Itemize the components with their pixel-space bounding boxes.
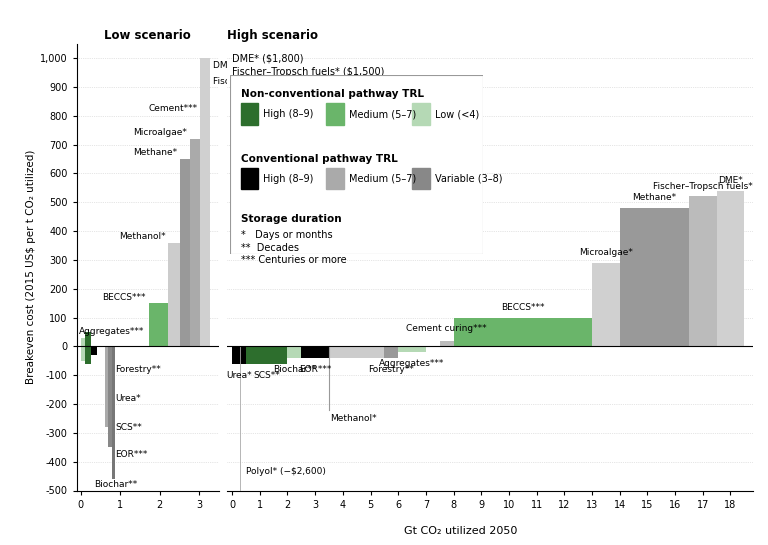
Bar	[689, 196, 717, 346]
Text: Forestry**: Forestry**	[369, 365, 414, 374]
Text: Gt CO₂ utilized 2050: Gt CO₂ utilized 2050	[404, 526, 518, 536]
Text: Methanol*: Methanol*	[330, 414, 377, 423]
Bar	[85, 332, 91, 346]
Bar	[149, 303, 168, 346]
Y-axis label: Breakeven cost (2015 US$ per t CO₂ utilized): Breakeven cost (2015 US$ per t CO₂ utili…	[26, 150, 36, 384]
Bar	[240, 168, 258, 189]
Bar	[412, 168, 430, 189]
Text: Microalgae*: Microalgae*	[134, 128, 187, 137]
Bar	[91, 346, 97, 355]
Bar	[105, 346, 108, 427]
Bar	[717, 191, 744, 346]
Text: DME* ($1,800): DME* ($1,800)	[213, 60, 279, 70]
Text: Fischer–Tropsch fuels* ($1,500): Fischer–Tropsch fuels* ($1,500)	[213, 77, 354, 86]
Text: Cement curing***: Cement curing***	[406, 324, 487, 334]
Text: EOR***: EOR***	[115, 450, 148, 459]
Text: Microalgae*: Microalgae*	[579, 248, 633, 257]
Text: Cement***: Cement***	[148, 104, 197, 113]
Bar	[240, 104, 258, 125]
Bar	[108, 346, 111, 447]
Bar	[168, 243, 180, 346]
Text: Non-conventional pathway TRL: Non-conventional pathway TRL	[240, 89, 423, 99]
Bar	[326, 104, 344, 125]
FancyBboxPatch shape	[230, 75, 483, 253]
Text: Biochar**: Biochar**	[94, 480, 137, 489]
Text: High scenario: High scenario	[227, 29, 317, 43]
Text: DME* ($1,800): DME* ($1,800)	[232, 53, 303, 63]
Text: SCS**: SCS**	[115, 423, 142, 432]
Bar	[111, 346, 114, 479]
Text: Aggregates***: Aggregates***	[379, 359, 445, 368]
Text: Fischer–Tropsch fuels*: Fischer–Tropsch fuels*	[653, 181, 753, 191]
Text: EOR***: EOR***	[299, 365, 331, 374]
Bar	[412, 104, 430, 125]
Text: Forestry**: Forestry**	[115, 365, 161, 374]
Text: BECCS***: BECCS***	[501, 302, 545, 312]
Bar	[399, 346, 426, 352]
Text: Methanol*: Methanol*	[119, 232, 166, 241]
Text: Methane*: Methane*	[134, 148, 177, 158]
Bar	[232, 346, 246, 364]
Text: Urea*: Urea*	[227, 371, 252, 380]
Bar	[592, 263, 620, 346]
Text: Fischer–Tropsch fuels* ($1,500): Fischer–Tropsch fuels* ($1,500)	[232, 68, 385, 77]
Text: Aggregates***: Aggregates***	[79, 327, 144, 336]
Text: Methane*: Methane*	[632, 193, 677, 202]
Bar	[329, 346, 384, 358]
Bar	[200, 58, 210, 346]
Text: **  Decades: ** Decades	[240, 243, 299, 253]
Text: *** Centuries or more: *** Centuries or more	[240, 256, 346, 265]
Bar	[620, 208, 689, 346]
Text: *   Days or months: * Days or months	[240, 231, 332, 240]
Bar	[81, 338, 85, 346]
Bar	[287, 346, 301, 358]
Text: Low (<4): Low (<4)	[435, 109, 479, 119]
Bar	[326, 168, 344, 189]
Text: High (8–9): High (8–9)	[263, 109, 313, 119]
Title: Low scenario: Low scenario	[104, 29, 191, 43]
Bar	[246, 346, 287, 364]
Bar	[384, 346, 399, 358]
Bar	[85, 346, 91, 364]
Text: High (8–9): High (8–9)	[263, 173, 313, 184]
Bar	[180, 159, 190, 346]
Bar	[454, 318, 592, 346]
Bar	[190, 139, 200, 346]
Text: Biochar**: Biochar**	[273, 365, 316, 374]
Text: Medium (5–7): Medium (5–7)	[349, 173, 416, 184]
Text: Urea*: Urea*	[115, 394, 141, 403]
Bar	[440, 341, 454, 346]
Text: Variable (3–8): Variable (3–8)	[435, 173, 502, 184]
Bar	[301, 346, 329, 358]
Text: BECCS***: BECCS***	[102, 293, 146, 301]
Bar	[81, 346, 85, 361]
Text: Polyol* (−$2,600): Polyol* (−$2,600)	[246, 468, 326, 476]
Text: Medium (5–7): Medium (5–7)	[349, 109, 416, 119]
Text: Storage duration: Storage duration	[240, 214, 341, 225]
Text: DME*: DME*	[718, 176, 743, 185]
Text: SCS**: SCS**	[253, 371, 280, 380]
Text: Conventional pathway TRL: Conventional pathway TRL	[240, 154, 397, 164]
